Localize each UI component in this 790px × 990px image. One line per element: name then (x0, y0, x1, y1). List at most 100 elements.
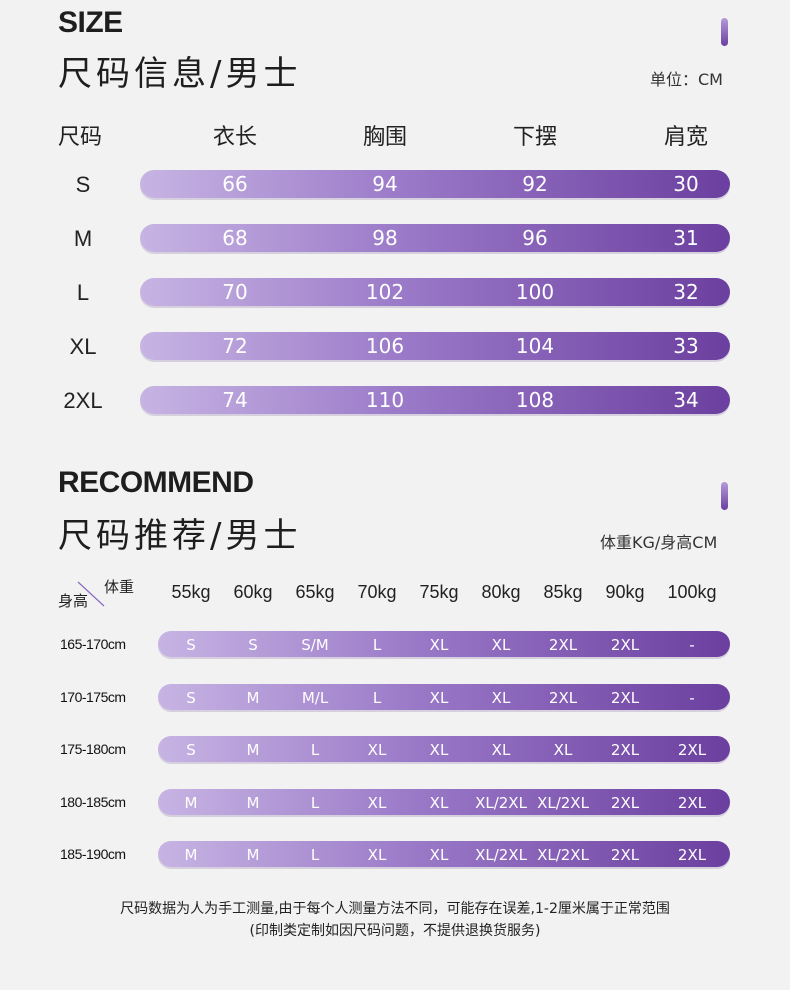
weight-column-header: 70kg (357, 582, 397, 602)
size-cell: 102 (365, 280, 405, 304)
size-cell: 72 (222, 334, 248, 358)
recommend-cell: XL/2XL (475, 794, 527, 812)
recommend-cn-title: 尺码推荐/男士 (58, 516, 302, 556)
weight-column-header: 80kg (481, 582, 521, 602)
weight-column-header: 65kg (295, 582, 335, 602)
size-cell: 74 (222, 388, 248, 412)
recommend-cell: XL (429, 846, 449, 864)
recommend-cell: L (310, 741, 320, 759)
recommend-cell: L (310, 846, 320, 864)
recommend-cell: L (372, 636, 382, 654)
weight-column-header: 60kg (233, 582, 273, 602)
recommend-cell: S/M (301, 636, 329, 654)
recommend-cell: XL/2XL (537, 846, 589, 864)
recommend-cell: 2XL (610, 689, 640, 707)
recommend-cell: 2XL (548, 636, 578, 654)
diagonal-divider-icon (77, 581, 105, 607)
size-accent-mark (721, 18, 728, 46)
corner-header: 体重 身高 (58, 576, 142, 612)
size-cell: 70 (222, 280, 248, 304)
size-cell: 98 (372, 226, 398, 250)
size-cell: 110 (365, 388, 405, 412)
size-column-header: 肩宽 (663, 125, 709, 150)
recommend-cell: M (246, 846, 260, 864)
recommend-cell: M/L (301, 689, 329, 707)
size-row-bar (140, 170, 730, 198)
recommend-cell: M (184, 846, 198, 864)
recommend-cell: XL (429, 636, 449, 654)
weight-column-header: 90kg (605, 582, 645, 602)
size-row-bar (140, 386, 730, 414)
recommend-row-bar (158, 789, 730, 815)
height-row-label: 175-180cm (60, 741, 126, 757)
size-cell: 68 (222, 226, 248, 250)
size-cell: 31 (673, 226, 699, 250)
recommend-cell: 2XL (610, 846, 640, 864)
size-unit-label: 单位：CM (650, 70, 723, 89)
recommend-cell: XL (367, 741, 387, 759)
size-cell: 94 (372, 172, 398, 196)
size-cell: 66 (222, 172, 248, 196)
recommend-cell: XL (553, 741, 573, 759)
weight-column-header: 75kg (419, 582, 459, 602)
recommend-cell: L (310, 794, 320, 812)
size-column-header: 衣长 (212, 125, 258, 150)
recommend-cell: 2XL (677, 741, 707, 759)
weight-column-header: 55kg (171, 582, 211, 602)
recommend-cell: XL (367, 794, 387, 812)
height-row-label: 165-170cm (60, 636, 126, 652)
size-cell: 33 (673, 334, 699, 358)
height-row-label: 180-185cm (60, 794, 126, 810)
recommend-accent-mark (721, 482, 728, 510)
recommend-cell: 2XL (610, 794, 640, 812)
size-en-title: SIZE (58, 6, 123, 39)
recommend-cell: L (372, 689, 382, 707)
size-cell: 92 (522, 172, 548, 196)
size-row-bar (140, 278, 730, 306)
recommend-cell: XL (491, 689, 511, 707)
recommend-cell: XL/2XL (475, 846, 527, 864)
recommend-cell: M (246, 741, 260, 759)
recommend-cell: 2XL (677, 794, 707, 812)
size-cell: 108 (515, 388, 555, 412)
recommend-cell: M (246, 794, 260, 812)
recommend-row-bar (158, 631, 730, 657)
size-row-header: 尺码 (58, 125, 103, 150)
corner-weight-label: 体重 (104, 578, 135, 596)
recommend-cell: XL (429, 794, 449, 812)
recommend-cell: M (246, 689, 260, 707)
recommend-cell: 2XL (610, 636, 640, 654)
recommend-row-bar (158, 841, 730, 867)
height-row-label: 170-175cm (60, 689, 126, 705)
size-cell: 100 (515, 280, 555, 304)
disclaimer-line-2: (印制类定制如因尺码问题，不提供退换货服务) (249, 923, 541, 939)
size-row-label: L (76, 280, 90, 305)
recommend-cell: XL (367, 846, 387, 864)
size-cell: 106 (365, 334, 405, 358)
recommend-row-bar (158, 684, 730, 710)
disclaimer-line-1: 尺码数据为人为手工测量,由于每个人测量方法不同，可能存在误差,1-2厘米属于正常… (120, 901, 670, 917)
recommend-cell: 2XL (610, 741, 640, 759)
size-row-bar (140, 332, 730, 360)
size-cell: 34 (673, 388, 699, 412)
recommend-row-bar (158, 736, 730, 762)
recommend-cell: 2XL (548, 689, 578, 707)
corner-height-label: 身高 (58, 592, 89, 610)
recommend-cell: S (248, 636, 258, 654)
recommend-cell: S (186, 636, 196, 654)
recommend-cell: - (689, 636, 695, 654)
size-column-header: 胸围 (362, 125, 408, 150)
size-row-bar (140, 224, 730, 252)
recommend-en-title: RECOMMEND (58, 466, 254, 499)
size-row-label: XL (69, 334, 97, 359)
recommend-cell: M (184, 794, 198, 812)
size-row-label: 2XL (63, 388, 103, 413)
size-column-header: 下摆 (512, 125, 558, 150)
height-row-label: 185-190cm (60, 846, 126, 862)
recommend-cell: XL (429, 689, 449, 707)
size-cell: 104 (515, 334, 555, 358)
weight-column-header: 85kg (543, 582, 583, 602)
recommend-cell: 2XL (677, 846, 707, 864)
recommend-unit-label: 体重KG/身高CM (600, 533, 718, 552)
recommend-cell: XL/2XL (537, 794, 589, 812)
